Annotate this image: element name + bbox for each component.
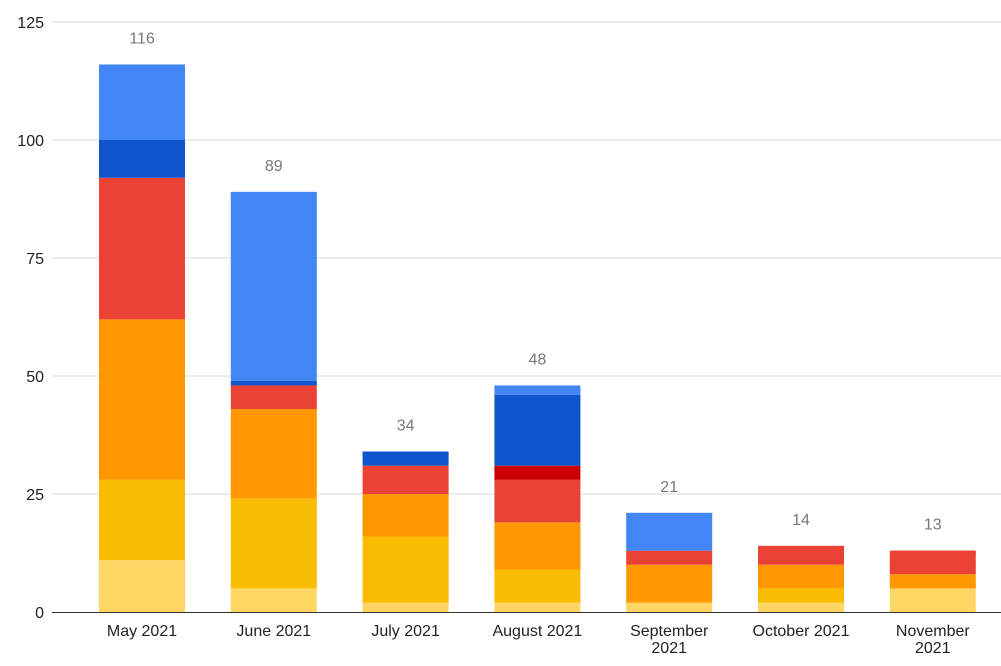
bar-total-label: 14 bbox=[792, 512, 810, 529]
bar-segment bbox=[626, 550, 713, 565]
bar-segment bbox=[889, 574, 976, 589]
x-tick-label: 2021 bbox=[651, 640, 687, 657]
bar-segment bbox=[494, 465, 581, 480]
bar-top-cap bbox=[626, 512, 713, 517]
bar-segment bbox=[494, 569, 581, 603]
x-axis-tick-labels: May 2021 June 2021 July 2021 August 2021 Sep… bbox=[107, 623, 971, 657]
bar-segment bbox=[99, 177, 185, 320]
bar-segment bbox=[99, 560, 185, 612]
bar-total-label: 48 bbox=[529, 351, 547, 368]
y-tick-label: 100 bbox=[17, 133, 44, 150]
bar-segment bbox=[230, 409, 317, 499]
bar-segment bbox=[362, 602, 449, 612]
total-labels: 116 89 34 48 21 14 13 bbox=[129, 30, 942, 533]
bar-total-label: 21 bbox=[660, 479, 678, 496]
x-tick-label: October 2021 bbox=[753, 623, 850, 640]
bar-total-label: 89 bbox=[265, 158, 283, 175]
bar-segment bbox=[494, 385, 581, 395]
bar-segment bbox=[758, 588, 844, 603]
bar-segment bbox=[758, 602, 844, 612]
y-tick-label: 0 bbox=[35, 605, 44, 622]
x-tick-label: June 2021 bbox=[236, 623, 311, 640]
x-tick-label: November bbox=[896, 623, 970, 640]
bar-segment bbox=[494, 602, 581, 612]
bar-segment bbox=[99, 319, 185, 480]
gridlines bbox=[52, 21, 1001, 495]
bar-top-cap bbox=[889, 550, 976, 555]
bar-segment bbox=[230, 588, 317, 612]
x-tick-label: May 2021 bbox=[107, 623, 177, 640]
bar-segment bbox=[362, 536, 449, 603]
y-axis-tick-labels: 0 25 50 75 100 125 bbox=[17, 15, 44, 622]
bar-segment bbox=[362, 465, 449, 494]
bar-top-cap bbox=[494, 385, 581, 390]
bar-segment bbox=[758, 545, 844, 565]
bar-segment bbox=[889, 550, 976, 575]
bar-top-cap bbox=[362, 451, 449, 456]
bar-segment bbox=[99, 479, 185, 561]
bar-segment bbox=[230, 385, 317, 410]
bar-segment bbox=[99, 140, 185, 178]
x-tick-label: July 2021 bbox=[371, 623, 440, 640]
bar-top-cap bbox=[99, 64, 185, 69]
y-tick-label: 125 bbox=[17, 15, 44, 32]
y-tick-label: 75 bbox=[26, 251, 44, 268]
bars bbox=[99, 64, 976, 612]
x-tick-label: September bbox=[630, 623, 709, 640]
y-tick-label: 50 bbox=[26, 369, 44, 386]
bar-segment bbox=[362, 494, 449, 537]
bar-top-cap bbox=[230, 191, 317, 196]
bar-segment bbox=[626, 602, 713, 612]
bar-segment bbox=[99, 64, 185, 140]
x-tick-label: August 2021 bbox=[492, 623, 582, 640]
bar-segment bbox=[494, 522, 581, 570]
bar-segment bbox=[626, 512, 713, 551]
bar-segment bbox=[230, 191, 317, 381]
bar-segment bbox=[494, 394, 581, 466]
bar-total-label: 116 bbox=[129, 30, 155, 47]
bar-segment bbox=[889, 588, 976, 612]
bar-segment bbox=[626, 564, 713, 603]
bar-segment bbox=[230, 380, 317, 386]
bar-segment bbox=[494, 479, 581, 523]
x-tick-label: 2021 bbox=[915, 640, 951, 657]
y-tick-label: 25 bbox=[26, 487, 44, 504]
bar-total-label: 13 bbox=[924, 517, 942, 534]
bar-total-label: 34 bbox=[397, 418, 415, 435]
bar-segment bbox=[230, 498, 317, 589]
bar-segment bbox=[758, 564, 844, 589]
bar-top-cap bbox=[758, 545, 844, 550]
